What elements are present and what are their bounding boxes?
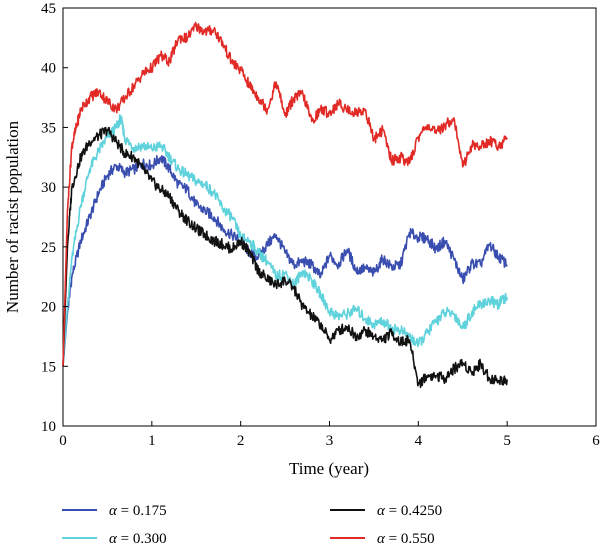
series-line-3 bbox=[62, 126, 508, 389]
y-tick-label: 40 bbox=[41, 61, 56, 77]
legend-value: = 0.550 bbox=[385, 531, 435, 547]
y-tick-label: 35 bbox=[41, 120, 56, 136]
y-tick-label: 20 bbox=[41, 300, 56, 316]
legend-symbol: α bbox=[377, 531, 386, 547]
legend-label: α = 0.550 bbox=[377, 531, 435, 547]
legend-value: = 0.4250 bbox=[385, 503, 442, 519]
legend-item: α = 0.300 bbox=[62, 531, 167, 547]
legend-item: α = 0.4250 bbox=[330, 503, 442, 519]
y-tick-label: 45 bbox=[41, 1, 56, 17]
x-tick-label: 1 bbox=[148, 433, 156, 449]
legend-value: = 0.175 bbox=[117, 503, 167, 519]
series-line-1 bbox=[62, 155, 508, 367]
x-tick-label: 2 bbox=[237, 433, 245, 449]
y-axis-title: Number of racist population bbox=[3, 120, 22, 313]
legend-value: = 0.300 bbox=[117, 531, 167, 547]
x-tick-label: 5 bbox=[503, 433, 511, 449]
x-tick-label: 0 bbox=[59, 433, 67, 449]
x-tick-label: 3 bbox=[326, 433, 334, 449]
legend-symbol: α bbox=[109, 503, 118, 519]
series-layer bbox=[62, 21, 508, 389]
x-tick-label: 4 bbox=[415, 433, 423, 449]
legend-label: α = 0.4250 bbox=[377, 503, 442, 519]
legend-symbol: α bbox=[109, 531, 118, 547]
series-line-4 bbox=[62, 21, 508, 367]
y-tick-label: 15 bbox=[41, 359, 56, 375]
y-tick-label: 10 bbox=[41, 419, 56, 435]
legend-symbol: α bbox=[377, 503, 386, 519]
x-tick-label: 6 bbox=[592, 433, 600, 449]
y-tick-label: 25 bbox=[41, 240, 56, 256]
x-axis-title: Time (year) bbox=[289, 459, 369, 478]
y-tick-label: 30 bbox=[41, 180, 56, 196]
series-line-2 bbox=[62, 114, 508, 367]
legend-item: α = 0.175 bbox=[62, 503, 167, 519]
legend-label: α = 0.175 bbox=[109, 503, 167, 519]
legend-item: α = 0.550 bbox=[330, 531, 435, 547]
legend-label: α = 0.300 bbox=[109, 531, 167, 547]
